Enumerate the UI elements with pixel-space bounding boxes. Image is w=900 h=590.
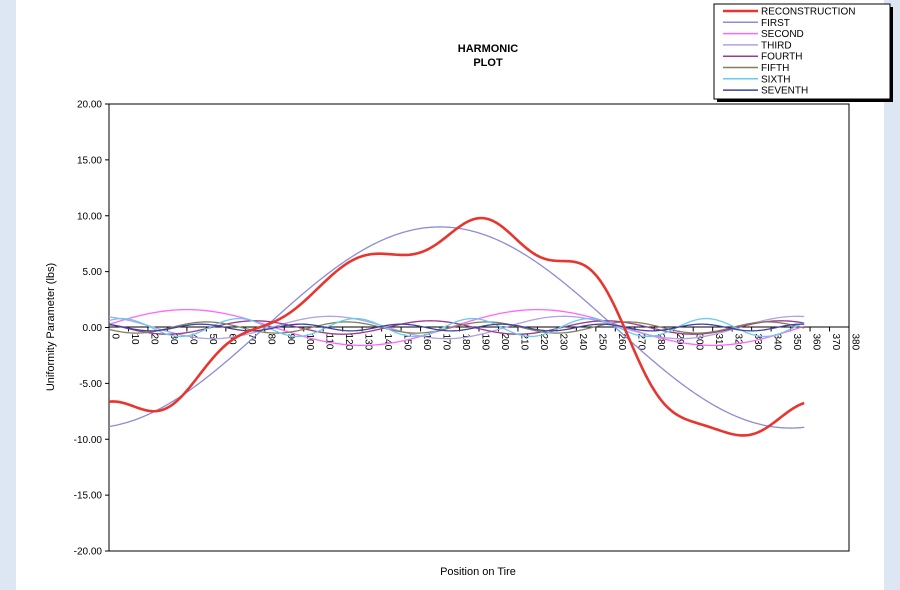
x-axis-title: Position on Tire <box>440 566 516 578</box>
x-tick-label: 160 <box>421 334 432 351</box>
series-line-reconstruction <box>108 216 805 437</box>
series-line-second <box>108 308 805 347</box>
x-tick-label: 310 <box>713 334 724 351</box>
chart-title-line-2: PLOT <box>473 57 503 69</box>
series-line-third <box>108 315 805 340</box>
y-tick-label: -15.00 <box>74 491 103 502</box>
legend-label: SECOND <box>761 29 804 40</box>
y-tick-label: -5.00 <box>79 379 102 390</box>
x-tick-label: 10 <box>129 334 140 346</box>
legend-label: SEVENTH <box>761 86 808 97</box>
x-tick-label: 350 <box>791 334 802 351</box>
x-tick-label: 250 <box>596 334 607 351</box>
x-tick-label: 210 <box>518 334 529 351</box>
x-tick-label: 380 <box>850 334 861 351</box>
x-tick-label: 100 <box>304 334 315 351</box>
y-axis-title: Uniformity Parameter (lbs) <box>45 263 57 391</box>
x-tick-label: 90 <box>285 334 296 346</box>
x-tick-label: 260 <box>616 334 627 351</box>
x-tick-label: 300 <box>694 334 705 351</box>
x-tick-label: 80 <box>265 334 276 346</box>
legend-label: RECONSTRUCTION <box>761 7 855 18</box>
x-tick-label: 240 <box>577 334 588 351</box>
x-tick-label: 280 <box>655 334 666 351</box>
harmonic-chart: HARMONIC PLOT 20.00 15.00 10.00 5.00 0.00 -5.… <box>45 3 893 578</box>
x-tick-label: 230 <box>557 334 568 351</box>
x-tick-label: 120 <box>343 334 354 351</box>
x-tick-label: 150 <box>402 334 413 351</box>
x-tick-label: 360 <box>811 334 822 351</box>
x-tick-label: 330 <box>752 334 763 351</box>
y-tick-label: 0.00 <box>83 323 103 334</box>
series-line-seventh <box>108 323 805 332</box>
x-tick-label: 30 <box>168 334 179 346</box>
x-tick-label: 130 <box>363 334 374 351</box>
y-tick-label: 10.00 <box>77 211 102 222</box>
x-tick-label: 40 <box>187 334 198 346</box>
x-tick-label: 170 <box>441 334 452 351</box>
y-axis-ticks: 20.00 15.00 10.00 5.00 0.00 -5.00 -10.00 -15.00… <box>74 100 109 558</box>
y-tick-label: 15.00 <box>77 155 102 166</box>
y-tick-label: -20.00 <box>74 547 103 558</box>
legend-label: FOURTH <box>761 52 802 63</box>
x-tick-label: 190 <box>480 334 491 351</box>
x-tick-label: 180 <box>460 334 471 351</box>
series-line-fifth <box>108 321 805 334</box>
x-tick-label: 320 <box>733 334 744 351</box>
y-tick-label: 5.00 <box>83 267 103 278</box>
legend: RECONSTRUCTIONFIRSTSECONDTHIRDFOURTHFIFT… <box>713 3 893 102</box>
x-tick-label: 140 <box>382 334 393 351</box>
series-lines <box>108 216 805 437</box>
x-tick-label: 20 <box>148 334 159 346</box>
legend-box <box>713 3 891 100</box>
legend-label: FIFTH <box>761 63 789 74</box>
x-tick-label: 340 <box>772 334 783 351</box>
x-tick-label: 200 <box>499 334 510 351</box>
chart-title-line-1: HARMONIC <box>458 43 519 55</box>
x-tick-label: 0 <box>110 334 121 340</box>
x-tick-label: 220 <box>538 334 549 351</box>
series-line-sixth <box>108 317 805 338</box>
legend-label: SIXTH <box>761 74 790 85</box>
y-tick-label: -10.00 <box>74 435 103 446</box>
x-tick-label: 370 <box>830 334 841 351</box>
legend-label: FIRST <box>761 18 790 29</box>
legend-label: THIRD <box>761 40 792 51</box>
x-tick-label: 270 <box>635 334 646 351</box>
y-tick-label: 20.00 <box>77 100 102 111</box>
